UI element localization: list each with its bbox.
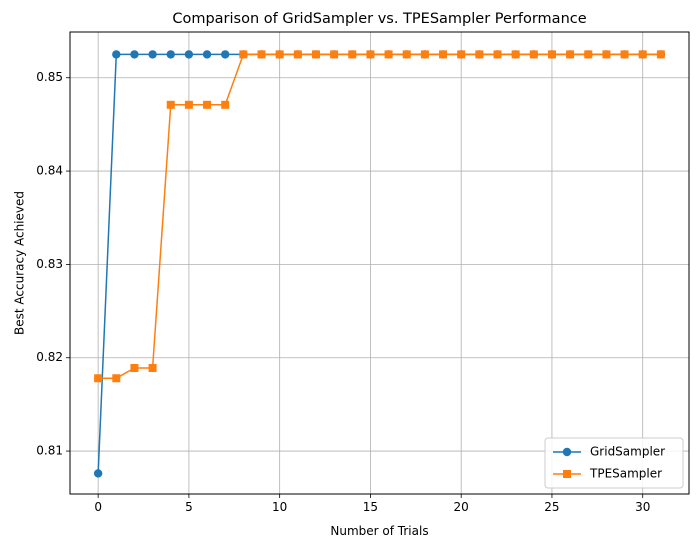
data-point [457, 50, 466, 59]
data-point [493, 50, 502, 59]
axis-ticks: 0 5 10 15 20 25 30 0.81 0.82 0.83 0.84 0.85 [36, 70, 650, 514]
y-tick-label: 0.81 [36, 444, 63, 458]
data-point [148, 364, 157, 372]
data-point [330, 50, 339, 59]
data-point [130, 364, 139, 372]
data-point [656, 50, 665, 59]
data-point [184, 50, 194, 59]
data-point [257, 50, 266, 59]
chart-title: Comparison of GridSampler vs. TPESampler… [172, 11, 586, 27]
legend-box [544, 437, 684, 489]
data-point [112, 50, 121, 59]
y-tick-label: 0.85 [36, 70, 63, 84]
x-axis-title: Number of Trials [330, 524, 428, 538]
legend: GridSampler TPESampler [544, 437, 684, 489]
legend-marker [562, 447, 572, 457]
data-point [584, 50, 593, 59]
x-tick-label: 25 [544, 500, 559, 514]
series-tpesampler [94, 50, 665, 383]
x-tick-label: 5 [185, 500, 193, 514]
data-point [439, 50, 448, 59]
legend-marker [563, 470, 571, 478]
data-point [638, 50, 647, 59]
data-point [511, 50, 520, 59]
data-point [402, 50, 411, 59]
y-tick-label: 0.83 [36, 257, 63, 271]
data-point [620, 50, 629, 59]
data-point [184, 100, 193, 109]
data-point [293, 50, 302, 59]
data-point [94, 374, 103, 383]
data-point [166, 100, 175, 109]
x-tick-label: 0 [94, 500, 102, 514]
plot-area-frame [69, 31, 690, 495]
series-layer [93, 50, 666, 478]
data-point [366, 50, 375, 59]
data-point [221, 100, 230, 109]
data-point [202, 50, 212, 59]
x-tick-label: 30 [635, 500, 650, 514]
data-point [275, 50, 284, 59]
data-point [547, 50, 556, 59]
x-tick-label: 10 [272, 500, 287, 514]
data-point [221, 50, 230, 59]
y-tick-label: 0.84 [36, 164, 63, 178]
data-point [420, 50, 429, 59]
legend-label: TPESampler [589, 467, 662, 481]
data-point [203, 100, 212, 109]
legend-item-gridsampler: GridSampler [553, 445, 665, 459]
data-point [93, 469, 103, 478]
grid-lines [70, 32, 689, 494]
y-axis-title: Best Accuracy Achieved [13, 191, 27, 335]
data-point [166, 50, 175, 59]
x-tick-label: 20 [454, 500, 469, 514]
data-point [475, 50, 484, 59]
data-point [602, 50, 611, 59]
data-point [130, 50, 139, 59]
legend-label: GridSampler [590, 445, 665, 459]
legend-item-tpesampler: TPESampler [553, 467, 662, 481]
data-point [529, 50, 538, 59]
data-point [566, 50, 575, 59]
y-tick-label: 0.82 [36, 350, 63, 364]
data-point [239, 50, 248, 59]
data-point [384, 50, 393, 59]
data-point [311, 50, 320, 59]
data-point [148, 50, 157, 59]
data-point [112, 374, 121, 383]
x-tick-label: 15 [363, 500, 378, 514]
data-point [348, 50, 357, 59]
